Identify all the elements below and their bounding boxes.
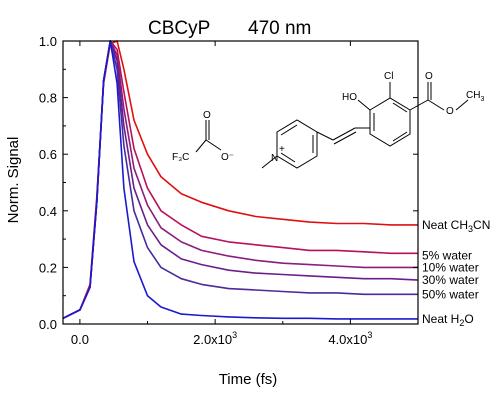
benzene-ring-outline <box>369 97 411 147</box>
anion-label-o: O <box>203 110 211 121</box>
chart-title-wavelength: 470 nm <box>248 18 311 39</box>
label-ester-oxygen: O <box>446 106 454 117</box>
y-tick-label: 0.4 <box>39 204 57 219</box>
plot-frame <box>62 40 419 325</box>
molecule-structure <box>195 82 469 169</box>
ester-methyl-bond <box>455 99 469 111</box>
series-layer <box>62 40 419 320</box>
benzene-double-bond-2 <box>392 102 408 113</box>
molecule-labels: F₃C O O⁻ N + HO Cl O O CH3 <box>172 71 484 164</box>
ester-bond-1 <box>409 99 429 111</box>
series-label-0: Neat CH3CN <box>422 218 490 234</box>
label-methyl: CH3 <box>466 90 484 103</box>
vinyl-bond-1 <box>316 131 334 141</box>
anion-bond-c-o-single <box>205 139 222 151</box>
anion-bond-c-cf3 <box>195 139 207 153</box>
anion-label-o-minus: O⁻ <box>221 152 234 163</box>
vinyl-bond-2b <box>333 131 357 145</box>
ester-bond-2 <box>427 99 445 111</box>
label-chloro: Cl <box>384 71 393 82</box>
x-tick-label: 4.0x103 <box>328 330 372 347</box>
y-tick-label: 0.0 <box>39 317 57 332</box>
cation-label-plus: + <box>279 144 285 155</box>
y-tick-label: 0.6 <box>39 147 57 162</box>
series-label-3: 30% water <box>422 273 479 287</box>
x-tick-label: 2.0x103 <box>193 330 237 347</box>
n-methyl-bond <box>261 155 278 169</box>
series-label-4: 50% water <box>422 287 479 301</box>
benzene-ring <box>357 82 469 147</box>
vinyl-linker <box>316 127 370 145</box>
tick-layer: 0.0 0.2 0.4 0.6 0.8 1.0 0.0 2.0x103 4.0x103 <box>39 34 418 347</box>
anion-label-f3c: F₃C <box>172 152 189 163</box>
hydroxyl-bond <box>357 99 371 111</box>
chart-title-compound: CBCyP <box>148 18 210 39</box>
y-tick-label: 1.0 <box>39 34 57 49</box>
x-tick-label: 0.0 <box>71 332 89 347</box>
cation-label-n: N <box>271 153 278 164</box>
pyridinium-double-bond-3 <box>280 152 296 163</box>
series-label-2: 10% water <box>422 260 479 274</box>
y-tick-label: 0.8 <box>39 91 57 106</box>
pyridinium-ring <box>261 119 318 169</box>
series-label-5: Neat H2O <box>422 312 474 328</box>
trifluoroacetate-anion <box>195 120 222 153</box>
y-tick-label: 0.2 <box>39 260 57 275</box>
series-label-1: 5% water <box>422 248 472 262</box>
label-carbonyl-oxygen: O <box>425 71 433 82</box>
series-line-5 <box>62 40 418 320</box>
pyridinium-double-bond-1 <box>280 124 298 136</box>
vinyl-bond-2a <box>332 127 356 141</box>
benzene-double-bond-3 <box>392 131 408 142</box>
label-hydroxyl: HO <box>342 92 357 103</box>
x-axis-title: Time (fs) <box>219 371 278 388</box>
y-axis-title: Norm. Signal <box>5 137 22 224</box>
